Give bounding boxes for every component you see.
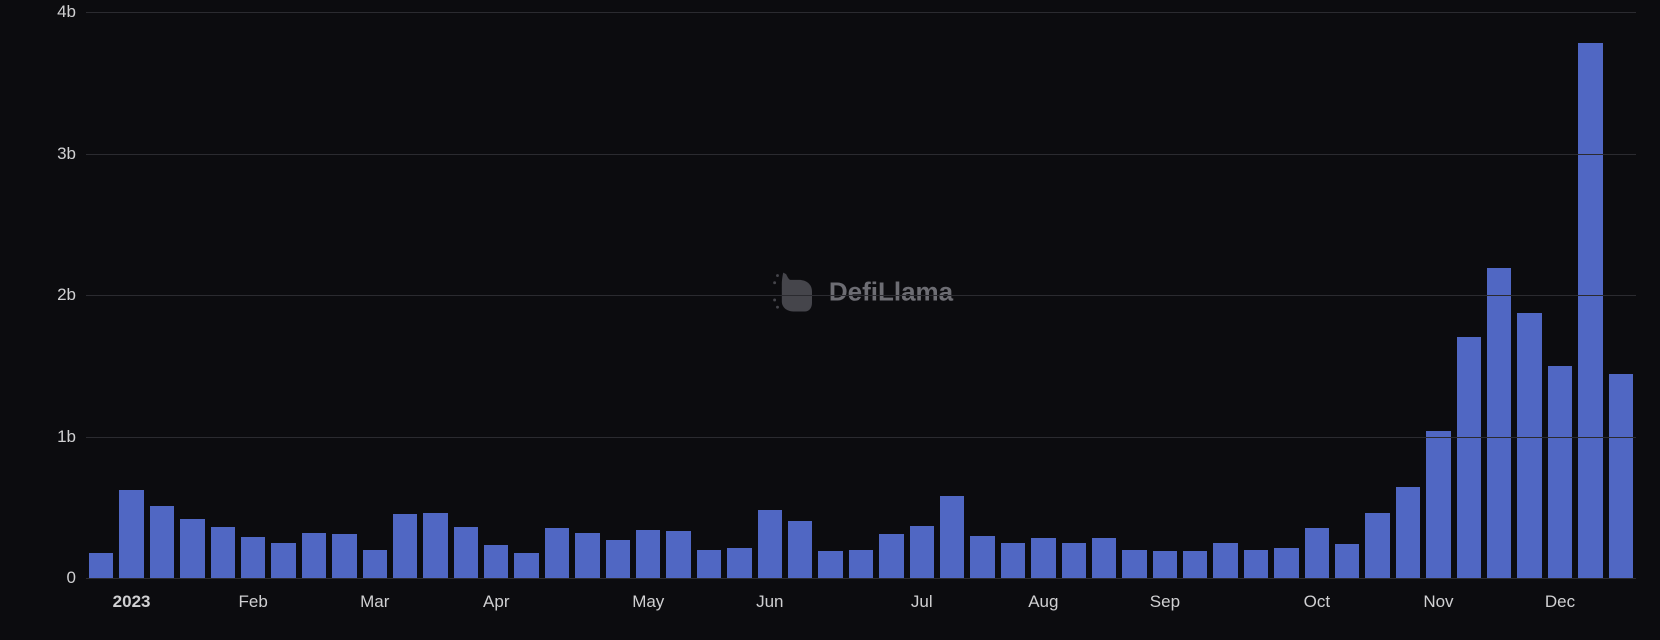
bar[interactable] [818,551,842,578]
bar[interactable] [879,534,903,578]
y-tick-label: 4b [57,2,86,22]
bar[interactable] [1335,544,1359,578]
bar[interactable] [363,550,387,578]
bar[interactable] [666,531,690,578]
bar[interactable] [1062,543,1086,578]
x-tick-label: Aug [1028,592,1058,612]
bar[interactable] [1426,431,1450,578]
y-tick-label: 0 [67,568,86,588]
bar[interactable] [606,540,630,578]
y-tick-label: 3b [57,144,86,164]
bar[interactable] [302,533,326,578]
bar[interactable] [1548,366,1572,578]
y-tick-label: 1b [57,427,86,447]
bar[interactable] [575,533,599,578]
bar[interactable] [1305,528,1329,578]
bar[interactable] [1517,313,1541,578]
x-tick-label: Sep [1150,592,1180,612]
bar[interactable] [758,510,782,578]
bar[interactable] [1153,551,1177,578]
bar[interactable] [484,545,508,578]
bar[interactable] [1031,538,1055,578]
bar[interactable] [636,530,660,578]
bar[interactable] [454,527,478,578]
bar[interactable] [1609,374,1633,578]
y-tick-label: 2b [57,285,86,305]
bar[interactable] [1213,543,1237,578]
bar[interactable] [1122,550,1146,578]
bar[interactable] [545,528,569,578]
bar[interactable] [970,536,994,578]
x-tick-label: Mar [360,592,389,612]
x-tick-label: Oct [1304,592,1330,612]
x-tick-label: May [632,592,664,612]
bar[interactable] [727,548,751,578]
bar[interactable] [332,534,356,578]
bar[interactable] [940,496,964,578]
bar[interactable] [1001,543,1025,578]
bar[interactable] [1487,268,1511,578]
bar[interactable] [697,550,721,578]
x-tick-label: Jul [911,592,933,612]
gridline [86,437,1636,438]
bar[interactable] [271,543,295,578]
bar[interactable] [150,506,174,578]
bar[interactable] [241,537,265,578]
x-tick-label: 2023 [113,592,151,612]
bar[interactable] [1365,513,1389,578]
x-tick-label: Nov [1423,592,1453,612]
bar[interactable] [1092,538,1116,578]
bar[interactable] [910,526,934,578]
gridline [86,12,1636,13]
gridline [86,154,1636,155]
bar[interactable] [514,553,538,578]
x-tick-label: Feb [239,592,268,612]
bar-chart: DefiLlama 2023FebMarAprMayJunJulAugSepOc… [0,0,1660,640]
x-tick-label: Apr [483,592,509,612]
bar[interactable] [1457,337,1481,578]
bar[interactable] [180,519,204,578]
bar[interactable] [1183,551,1207,578]
bar[interactable] [119,490,143,578]
x-tick-label: Jun [756,592,783,612]
bar[interactable] [211,527,235,578]
bar[interactable] [849,550,873,578]
bar[interactable] [1578,43,1602,578]
bar[interactable] [1274,548,1298,578]
bar[interactable] [393,514,417,578]
bar[interactable] [1396,487,1420,578]
bar[interactable] [788,521,812,578]
plot-area: DefiLlama 2023FebMarAprMayJunJulAugSepOc… [86,12,1636,578]
x-tick-label: Dec [1545,592,1575,612]
bar[interactable] [1244,550,1268,578]
bar[interactable] [423,513,447,578]
gridline [86,295,1636,296]
bar[interactable] [89,553,113,578]
gridline [86,578,1636,579]
